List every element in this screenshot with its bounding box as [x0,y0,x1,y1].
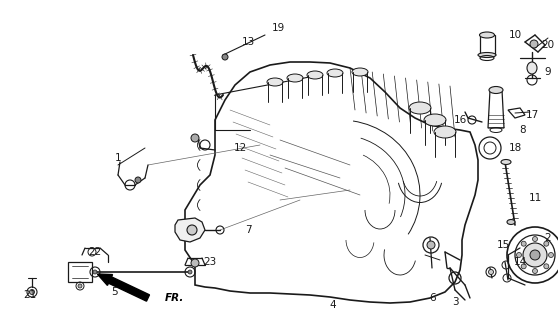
Text: 15: 15 [497,240,509,250]
Text: 13: 13 [242,37,254,47]
FancyArrow shape [97,274,150,301]
Text: 2: 2 [545,233,551,243]
Text: 23: 23 [203,257,217,267]
Circle shape [78,284,82,288]
Circle shape [507,227,558,283]
Circle shape [530,40,538,48]
Ellipse shape [434,126,456,138]
Polygon shape [175,218,205,242]
Ellipse shape [409,102,431,114]
Ellipse shape [489,86,503,93]
Text: 7: 7 [245,225,251,235]
Polygon shape [185,62,478,303]
Ellipse shape [507,220,515,225]
Ellipse shape [267,78,283,86]
Circle shape [488,269,493,275]
Text: 10: 10 [508,30,522,40]
Text: 20: 20 [541,40,555,50]
Circle shape [521,241,526,246]
Circle shape [93,270,97,274]
Ellipse shape [527,62,537,74]
Ellipse shape [501,159,511,164]
Text: 4: 4 [330,300,336,310]
Circle shape [521,264,526,269]
Circle shape [549,252,554,258]
Text: 21: 21 [23,290,37,300]
Text: 22: 22 [88,247,102,257]
Circle shape [135,177,141,183]
Text: 16: 16 [453,115,466,125]
Polygon shape [68,262,92,282]
Ellipse shape [327,69,343,77]
Circle shape [523,243,547,267]
Circle shape [530,250,540,260]
Ellipse shape [352,68,368,76]
Text: 6: 6 [430,293,436,303]
Circle shape [544,264,549,269]
Polygon shape [488,90,504,128]
Circle shape [544,241,549,246]
Circle shape [191,134,199,142]
Text: 3: 3 [451,297,458,307]
Circle shape [187,225,197,235]
Text: 17: 17 [526,110,538,120]
Circle shape [222,54,228,60]
Polygon shape [480,35,495,55]
Circle shape [30,290,35,294]
Circle shape [191,259,199,267]
Text: 5: 5 [112,287,118,297]
Text: 12: 12 [233,143,247,153]
Text: 18: 18 [508,143,522,153]
Text: 9: 9 [545,67,551,77]
Circle shape [188,270,192,274]
Ellipse shape [479,32,494,38]
Text: 11: 11 [528,193,542,203]
Text: 14: 14 [513,257,527,267]
Ellipse shape [478,52,496,58]
Text: 1: 1 [115,153,121,163]
Text: 8: 8 [519,125,526,135]
Text: FR.: FR. [165,293,184,303]
Circle shape [517,252,522,258]
Ellipse shape [424,114,446,126]
Ellipse shape [307,71,323,79]
Circle shape [427,241,435,249]
Circle shape [532,268,537,274]
Ellipse shape [287,74,303,82]
Text: 19: 19 [271,23,285,33]
Circle shape [532,236,537,242]
